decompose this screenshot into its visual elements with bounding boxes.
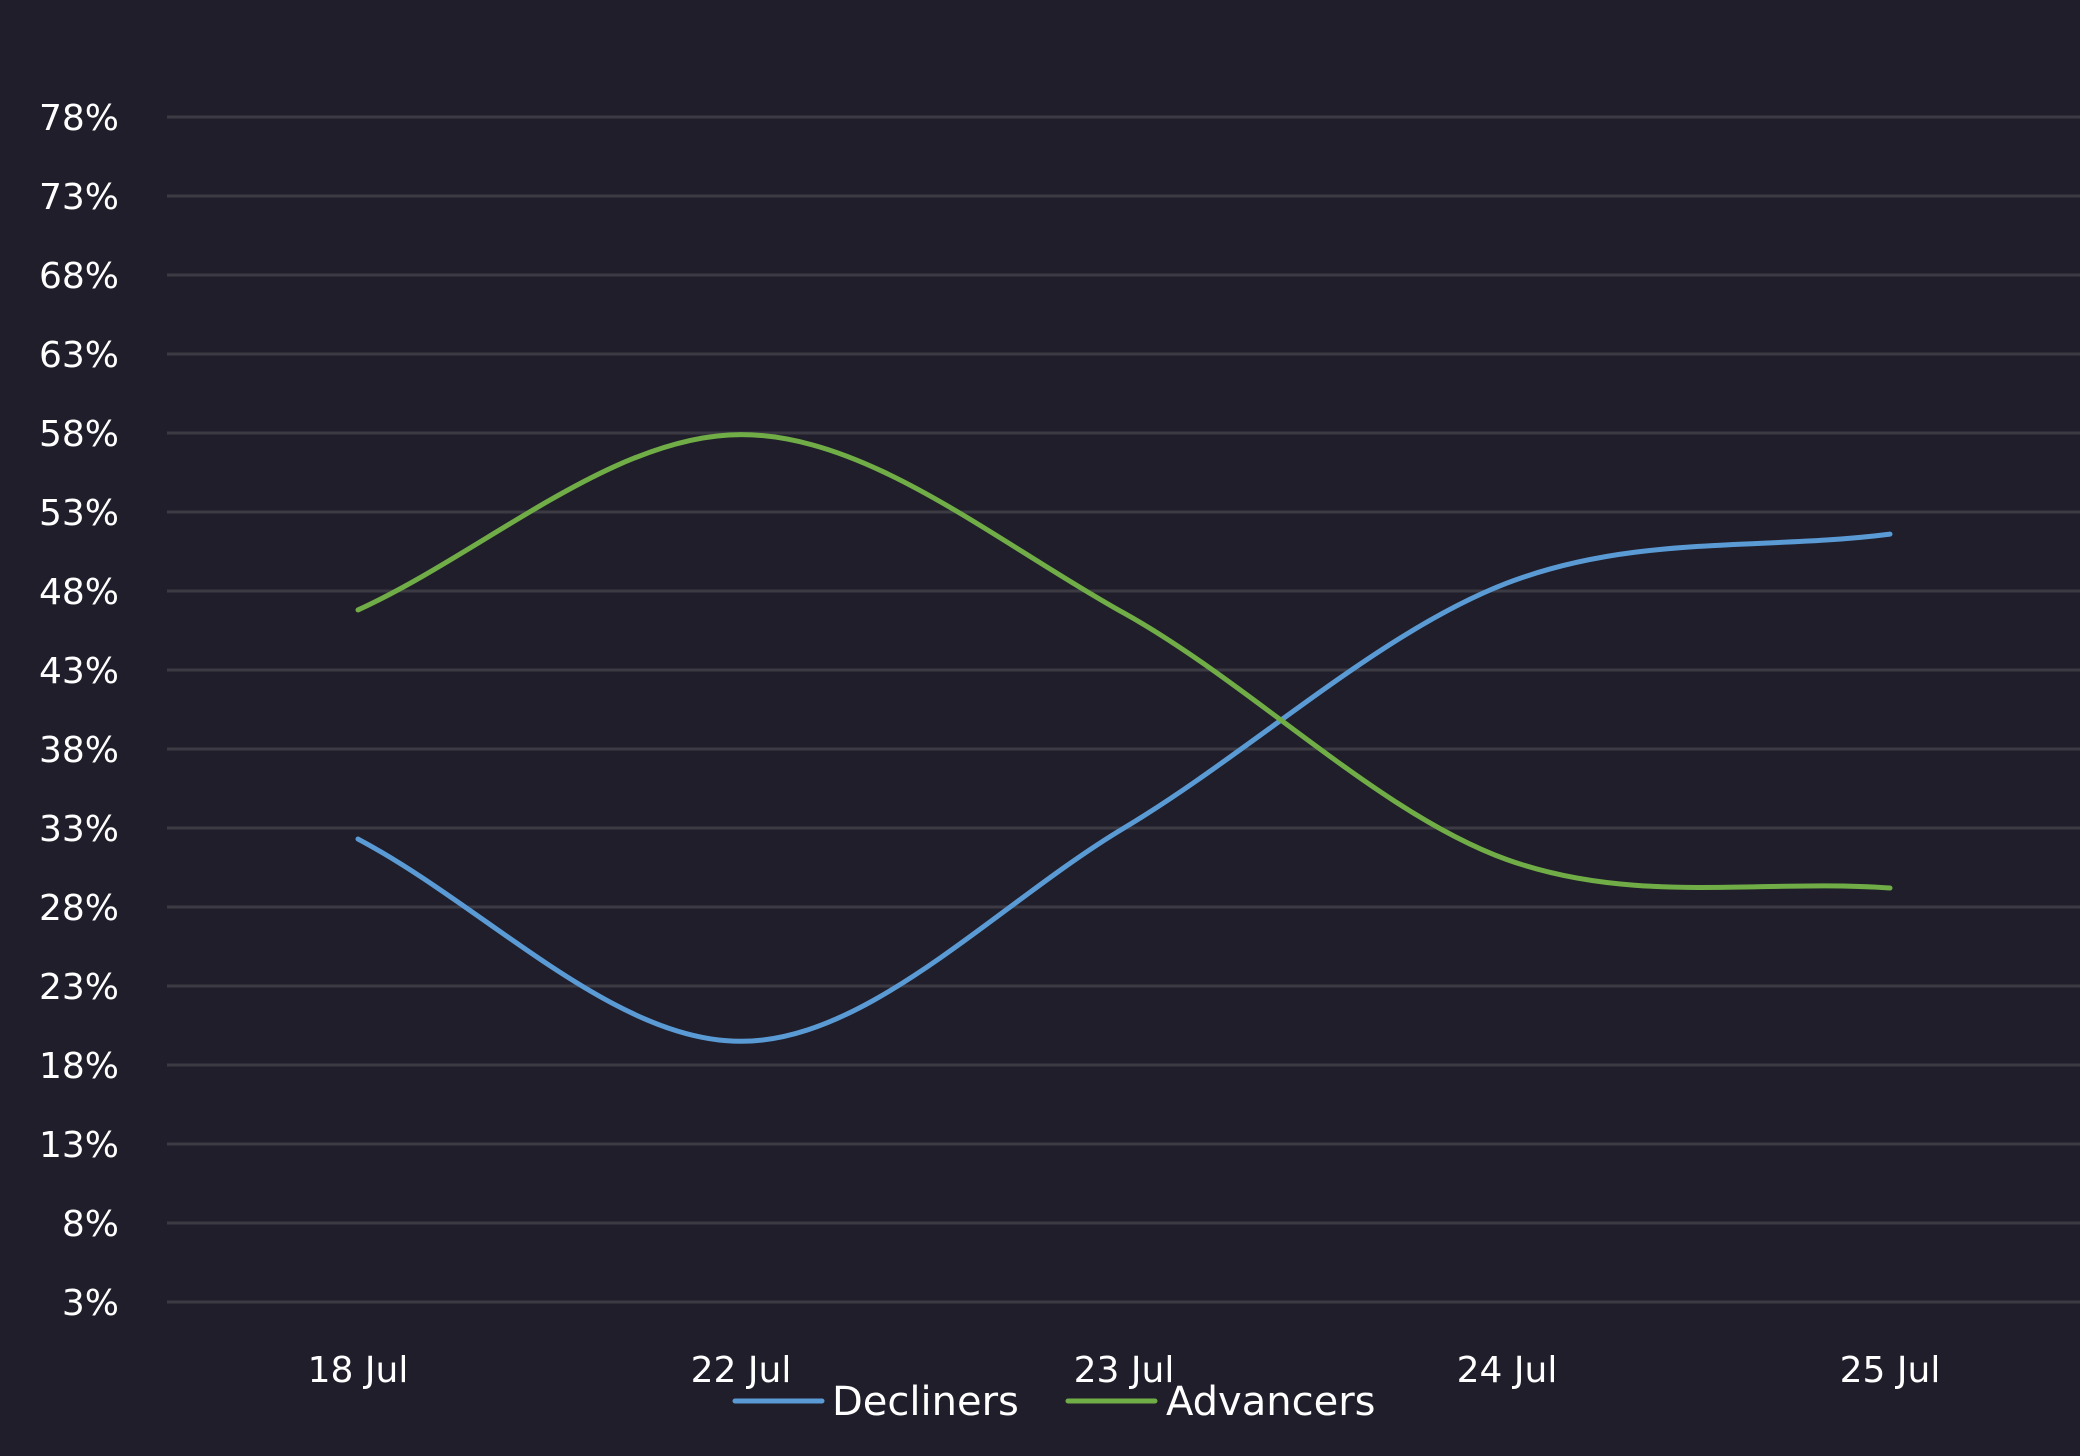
- y-tick-label: 33%: [39, 809, 119, 850]
- y-tick-label: 23%: [39, 967, 119, 1008]
- y-tick-label: 8%: [62, 1204, 119, 1245]
- legend-item-decliners[interactable]: Decliners: [732, 1379, 1019, 1425]
- y-tick-label: 58%: [39, 414, 119, 455]
- legend-label: Advancers: [1166, 1379, 1375, 1425]
- y-tick-label: 18%: [39, 1046, 119, 1087]
- y-tick-label: 68%: [39, 256, 119, 297]
- series-line-advancers: [355, 432, 1893, 891]
- y-tick-label: 38%: [39, 730, 119, 771]
- y-axis: 3% 8% 13% 18% 23% 28% 33% 38% 43% 48% 53% 58% 63% 68%…: [39, 98, 119, 1324]
- y-tick-label: 53%: [39, 493, 119, 534]
- y-tick-label: 73%: [39, 177, 119, 218]
- x-tick-label: 18 Jul: [308, 1350, 409, 1391]
- y-tick-label: 78%: [39, 98, 119, 139]
- y-tick-label: 43%: [39, 651, 119, 692]
- gridlines: [167, 115, 2080, 1304]
- x-tick-label: 25 Jul: [1840, 1350, 1941, 1391]
- legend-item-advancers[interactable]: Advancers: [1065, 1379, 1375, 1425]
- y-tick-label: 48%: [39, 572, 119, 613]
- x-tick-label: 22 Jul: [691, 1350, 792, 1391]
- series-line-decliners: [355, 531, 1893, 1044]
- y-tick-label: 13%: [39, 1125, 119, 1166]
- legend: Decliners Advancers: [732, 1379, 1375, 1425]
- series-lines: [355, 432, 1893, 1044]
- y-tick-label: 28%: [39, 888, 119, 929]
- x-axis: 18 Jul 22 Jul 23 Jul 24 Jul 25 Jul: [308, 1350, 1941, 1391]
- legend-label: Decliners: [832, 1379, 1019, 1425]
- x-tick-label: 24 Jul: [1457, 1350, 1558, 1391]
- y-tick-label: 3%: [62, 1283, 119, 1324]
- x-tick-label: 23 Jul: [1074, 1350, 1175, 1391]
- y-tick-label: 63%: [39, 335, 119, 376]
